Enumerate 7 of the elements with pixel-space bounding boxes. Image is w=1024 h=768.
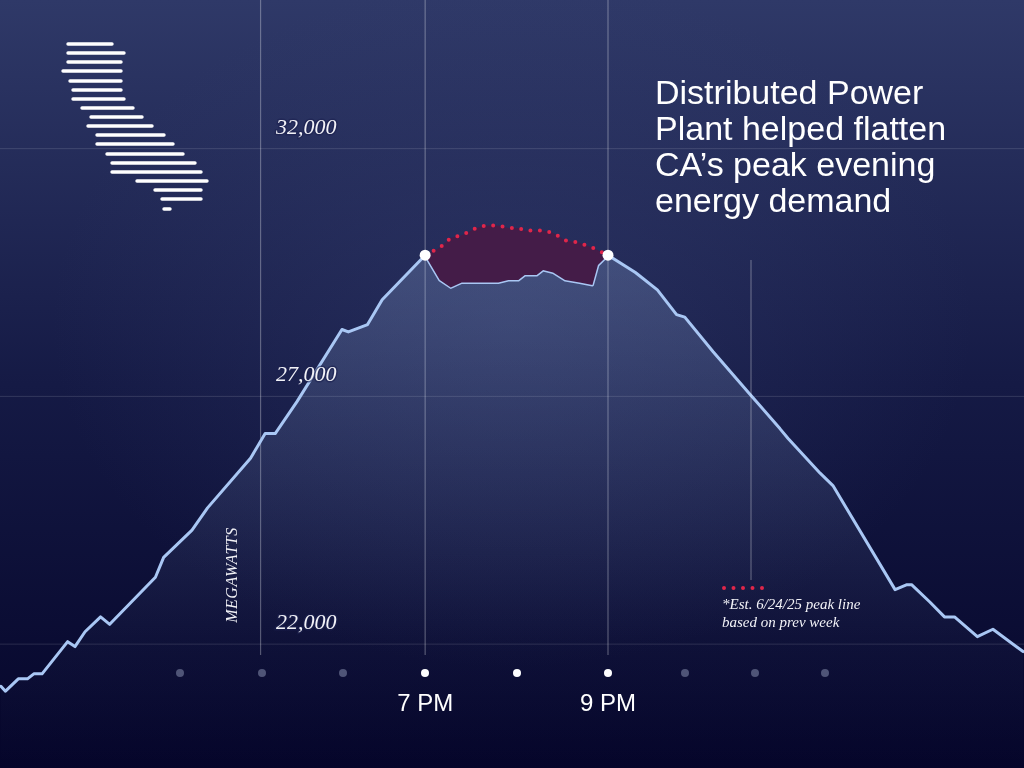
y-tick-label: 22,000 [276, 609, 337, 635]
y-tick-label: 32,000 [275, 113, 337, 139]
x-tick-label: 9 PM [579, 689, 637, 716]
text: Distributed Power Plant helped flatten CA’s peak evening energy demand [655, 73, 947, 219]
x-tick-label: 7 PM [397, 689, 454, 716]
legend-label: *Est. 6/24/25 peak line based on prev week [722, 596, 861, 630]
y-axis-title: MEGAWATTS [223, 527, 240, 624]
